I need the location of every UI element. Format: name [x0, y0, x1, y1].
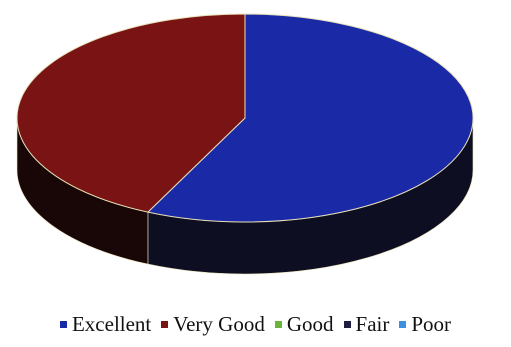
legend-label-poor: Poor [411, 312, 452, 336]
legend-swatch-fair [343, 321, 351, 328]
legend-label-very-good: Very Good [173, 312, 265, 336]
legend-item-fair: Fair [343, 312, 390, 337]
legend-item-excellent: Excellent [59, 312, 152, 337]
legend-swatch-very-good [161, 321, 169, 328]
legend-swatch-poor [399, 321, 407, 328]
pie-chart [16, 13, 474, 275]
legend-label-fair: Fair [355, 312, 390, 336]
legend: Excellent Very Good Good Fair Poor [0, 312, 511, 337]
legend-swatch-good [274, 321, 282, 328]
legend-label-excellent: Excellent [71, 312, 152, 336]
legend-swatch-excellent [59, 321, 67, 328]
pie-slice-very-good [16, 13, 246, 213]
legend-label-good: Good [286, 312, 334, 336]
pie-slice-excellent [146, 13, 474, 223]
legend-item-good: Good [274, 312, 334, 337]
pie-tops [16, 13, 474, 223]
legend-item-very-good: Very Good [161, 312, 265, 337]
legend-item-poor: Poor [399, 312, 451, 337]
